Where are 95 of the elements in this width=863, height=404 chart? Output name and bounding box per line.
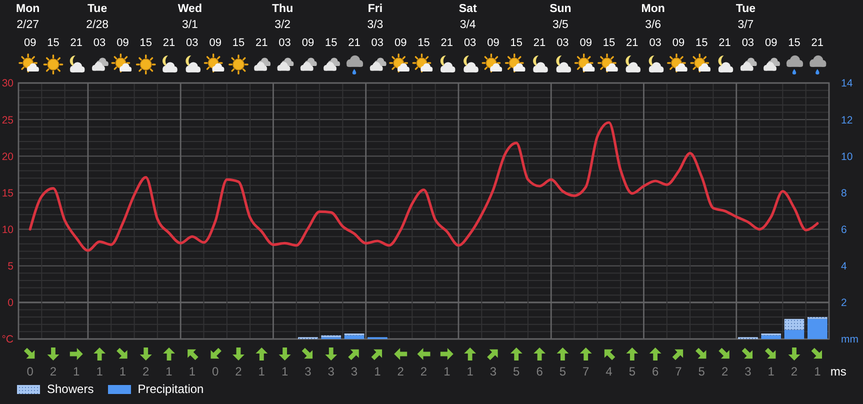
data-label: 5 — [698, 364, 706, 378]
x-tick-label: 15 — [232, 37, 245, 49]
data-label: 1 — [96, 364, 104, 378]
x-tick-label: 21 — [533, 37, 546, 49]
line-series — [28, 121, 819, 252]
y-tick-label: 30 — [2, 78, 14, 90]
x-tick-label: Thu 3/2 03 — [272, 3, 294, 49]
data-label: 1 — [258, 364, 266, 378]
y-tick-label: 15 — [2, 187, 14, 200]
x-tick-label: 09 — [116, 37, 129, 49]
bar — [344, 335, 364, 339]
text: ms — [830, 364, 846, 378]
data-label: 1 — [281, 364, 288, 378]
bar — [784, 330, 804, 339]
data-label: 2 — [142, 364, 150, 378]
data-label: 0 — [26, 364, 34, 378]
x-tick-label: 21 — [440, 37, 454, 49]
data-label: 3 — [350, 364, 358, 378]
y2-tick-label: 12 — [841, 114, 853, 126]
y-tick-label: 0 — [8, 297, 14, 310]
x-tick-label: Tue 3/7 03 — [736, 3, 756, 49]
data-label: 2 — [790, 364, 798, 378]
legend-label: Showers — [47, 382, 94, 396]
x-tick-label: 09 — [672, 37, 685, 49]
data-label: 6 — [536, 364, 544, 378]
y2-tick-label: 14 — [841, 78, 853, 90]
data-label: 5 — [513, 364, 520, 378]
data-label: 1 — [119, 364, 126, 378]
x-tick-label: Mon 3/6 03 — [641, 3, 665, 49]
y2-tick-label: mm — [841, 334, 859, 346]
x-tick-label: 21 — [811, 37, 824, 49]
x-tick-label: Mon 2/27 09 — [16, 3, 40, 49]
x-tick-label: 15 — [418, 37, 430, 49]
x-tick-label: 15 — [696, 37, 708, 49]
data-label: 2 — [397, 364, 404, 378]
y2-tick-label: 8 — [841, 187, 847, 200]
y-tick-label: 10 — [2, 224, 14, 236]
y-tick-label: °C — [2, 334, 14, 346]
data-label: 1 — [466, 364, 474, 378]
data-label: 5 — [559, 364, 566, 378]
x-tick-label: 21 — [256, 37, 268, 49]
x-tick-label: 15 — [324, 37, 338, 49]
x-tick-label: 21 — [162, 37, 176, 49]
data-label: 2 — [420, 364, 428, 378]
y-tick-label: 25 — [2, 114, 14, 126]
data-label: 2 — [50, 364, 57, 378]
data-label: 1 — [166, 364, 173, 378]
x-tick-label: 09 — [394, 37, 407, 49]
data-label: 3 — [328, 364, 335, 378]
x-tick-label: Sat 3/4 03 — [458, 3, 477, 49]
x-tick-label: 15 — [788, 37, 800, 49]
y2-tick-label: 4 — [841, 260, 847, 273]
data-label: 6 — [652, 364, 659, 378]
data-label: 1 — [768, 364, 775, 378]
data-label: 4 — [606, 364, 613, 378]
x-tick-label: 09 — [580, 37, 592, 49]
x-tick-label: 21 — [348, 37, 360, 49]
data-label: 2 — [721, 364, 728, 378]
x-tick-label: 15 — [47, 37, 60, 49]
x-tick-label: 21 — [70, 37, 83, 49]
bar — [761, 335, 782, 339]
y2-tick-label: 10 — [841, 150, 853, 163]
x-tick-label: 09 — [764, 37, 778, 49]
x-tick-label: 09 — [487, 37, 500, 49]
y-tick-label: 20 — [2, 150, 14, 163]
bar — [807, 318, 828, 339]
data-label: 3 — [304, 364, 312, 378]
x-tick-label: Wed 3/1 03 — [178, 3, 202, 49]
data-label: 1 — [814, 364, 822, 378]
data-label: 7 — [675, 364, 682, 378]
legend-label: Precipitation — [138, 382, 204, 396]
x-tick-label: 15 — [602, 37, 616, 49]
data-label: 2 — [235, 364, 242, 378]
y2-tick-label: 6 — [841, 224, 847, 236]
data-label: 1 — [444, 364, 451, 378]
x-tick-label: Sun 3/5 03 — [550, 3, 572, 49]
data-label: 1 — [188, 364, 196, 378]
y2-tick-label: 2 — [841, 297, 847, 310]
data-label: 3 — [744, 364, 752, 378]
y-tick-label: 5 — [8, 260, 14, 273]
data-label: 5 — [628, 364, 636, 378]
x-tick-label: 21 — [626, 37, 638, 49]
data-label: 3 — [490, 364, 497, 378]
x-tick-label: 15 — [140, 37, 152, 49]
x-tick-label: 09 — [209, 37, 222, 49]
bar — [784, 318, 804, 330]
data-label: 1 — [73, 364, 80, 378]
x-tick-label: 09 — [302, 37, 314, 49]
data-label: 1 — [374, 364, 382, 378]
data-label: 7 — [582, 364, 590, 378]
data-label: 0 — [212, 364, 219, 378]
x-tick-label: 15 — [510, 37, 523, 49]
x-tick-label: 21 — [718, 37, 731, 49]
x-tick-label: Fri 3/3 03 — [367, 3, 384, 49]
x-tick-label: Tue 2/28 03 — [86, 3, 109, 49]
